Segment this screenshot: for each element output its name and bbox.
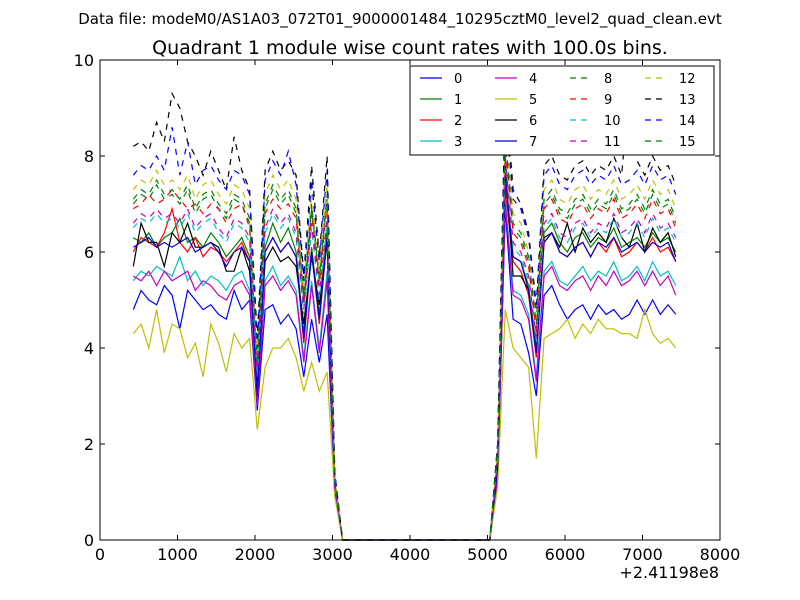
legend-label-7: 7 [529,135,537,150]
x-tick-label: 8000 [700,545,741,564]
legend-label-8: 8 [604,72,612,87]
x-tick-label: 1000 [157,545,198,564]
x-axis: 0 1000 2000 3000 4000 5000 6000 7000 8000 [95,60,740,564]
y-tick-label: 6 [84,243,94,262]
x-tick-label: 7000 [622,545,663,564]
legend-label-6: 6 [529,114,537,129]
legend-label-10: 10 [604,114,621,129]
x-offset-label: +2.41198e8 [619,563,719,582]
y-tick-label: 4 [84,339,94,358]
chart-suptitle: Data file: modeM0/AS1A03_072T01_90000014… [78,10,722,29]
legend-label-1: 1 [454,93,462,108]
x-tick-label: 4000 [390,545,431,564]
y-tick-label: 10 [74,51,94,70]
legend-label-9: 9 [604,93,612,108]
x-tick-label: 0 [95,545,105,564]
legend-box [409,65,715,156]
legend-label-12: 12 [679,72,696,87]
series-line-9 [132,151,677,541]
legend-label-2: 2 [454,114,462,129]
legend-label-0: 0 [454,72,462,87]
legend-label-3: 3 [454,135,462,150]
legend-label-15: 15 [679,135,696,150]
legend-label-4: 4 [529,72,537,87]
series-line-11 [132,155,677,541]
x-tick-label: 5000 [467,545,508,564]
y-tick-label: 0 [84,531,94,550]
x-tick-label: 2000 [235,545,276,564]
legend-label-13: 13 [679,93,696,108]
x-tick-label: 3000 [312,545,353,564]
chart-title: Quadrant 1 module wise count rates with … [152,37,668,59]
y-tick-label: 2 [84,435,94,454]
x-tick-label: 6000 [545,545,586,564]
legend-label-5: 5 [529,93,537,108]
legend-label-14: 14 [679,114,696,129]
y-tick-label: 8 [84,147,94,166]
legend-label-11: 11 [604,135,621,150]
